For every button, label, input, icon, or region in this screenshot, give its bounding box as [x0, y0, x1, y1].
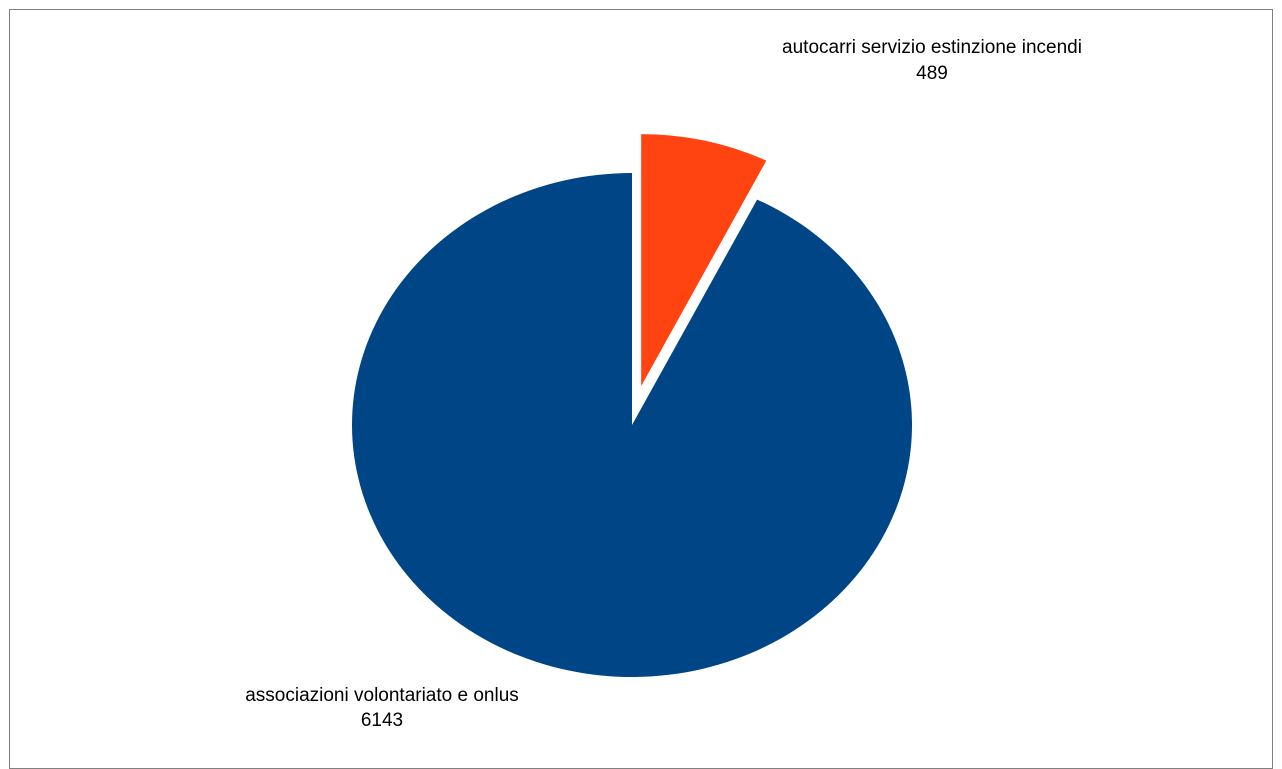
- slice-label-value-0: 489: [916, 63, 948, 84]
- slice-label-name-1: associazioni volontariato e onlus: [245, 685, 519, 706]
- pie-slices: [352, 134, 913, 678]
- slice-label-value-1: 6143: [361, 710, 403, 731]
- pie-labels: autocarri servizio estinzione incendi 48…: [245, 37, 1082, 731]
- pie-chart: autocarri servizio estinzione incendi 48…: [245, 37, 1082, 731]
- pie-slice-1: [352, 173, 913, 678]
- pie-slice-0: [641, 134, 767, 387]
- slice-label-name-0: autocarri servizio estinzione incendi: [782, 37, 1082, 58]
